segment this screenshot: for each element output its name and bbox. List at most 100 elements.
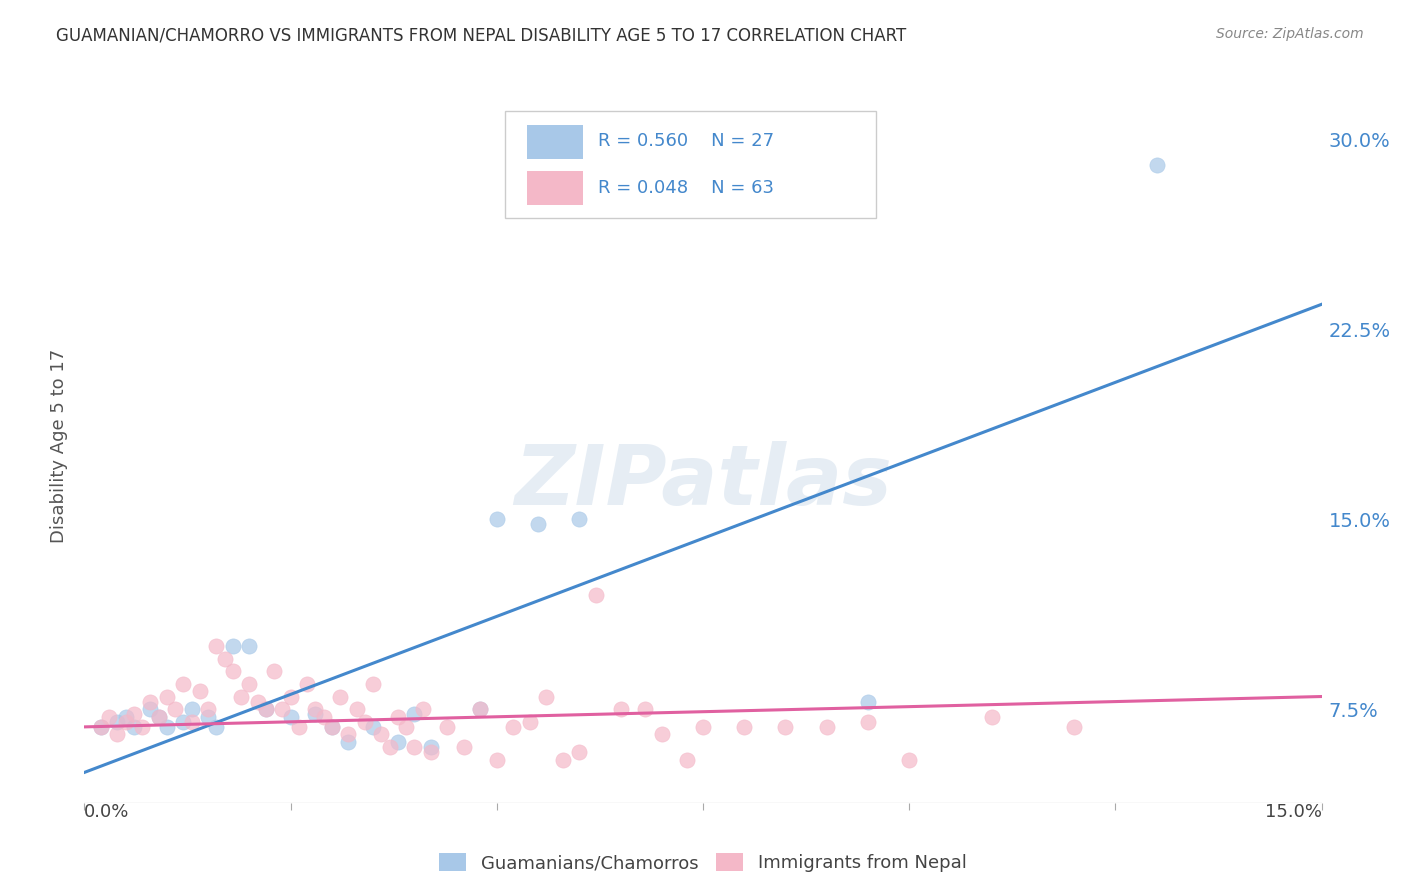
- Point: [98, 710, 121, 724]
- Point: [485, 753, 508, 767]
- Point: [156, 690, 179, 704]
- Point: [238, 677, 260, 691]
- Point: [412, 702, 434, 716]
- Point: [139, 695, 162, 709]
- Text: 0.0%: 0.0%: [84, 803, 129, 821]
- Point: [337, 727, 360, 741]
- Point: [263, 664, 285, 678]
- Point: [453, 740, 475, 755]
- Point: [387, 710, 409, 724]
- Point: [387, 735, 409, 749]
- Point: [222, 639, 245, 653]
- Point: [856, 714, 879, 729]
- Point: [229, 690, 252, 704]
- Point: [337, 735, 360, 749]
- Point: [288, 720, 311, 734]
- Point: [419, 745, 441, 759]
- Point: [378, 740, 401, 755]
- Point: [254, 702, 277, 716]
- Point: [114, 714, 136, 729]
- Point: [172, 677, 194, 691]
- Point: [733, 720, 755, 734]
- Point: [692, 720, 714, 734]
- Point: [370, 727, 392, 741]
- Point: [361, 720, 384, 734]
- Point: [312, 710, 335, 724]
- Point: [180, 714, 202, 729]
- Point: [280, 690, 302, 704]
- Legend: Guamanians/Chamorros, Immigrants from Nepal: Guamanians/Chamorros, Immigrants from Ne…: [432, 846, 974, 880]
- Point: [609, 702, 631, 716]
- Point: [280, 710, 302, 724]
- Point: [122, 707, 145, 722]
- Point: [527, 517, 550, 532]
- Point: [139, 702, 162, 716]
- Point: [222, 664, 245, 678]
- Point: [536, 690, 558, 704]
- Point: [361, 677, 384, 691]
- Text: GUAMANIAN/CHAMORRO VS IMMIGRANTS FROM NEPAL DISABILITY AGE 5 TO 17 CORRELATION C: GUAMANIAN/CHAMORRO VS IMMIGRANTS FROM NE…: [56, 27, 907, 45]
- Point: [1063, 720, 1085, 734]
- Point: [485, 512, 508, 526]
- Point: [148, 710, 170, 724]
- Point: [404, 707, 426, 722]
- Point: [568, 512, 591, 526]
- Point: [105, 714, 128, 729]
- Point: [197, 702, 219, 716]
- Text: R = 0.048    N = 63: R = 0.048 N = 63: [598, 178, 773, 196]
- Bar: [527, 125, 583, 159]
- Point: [775, 720, 797, 734]
- Point: [585, 588, 607, 602]
- Text: 15.0%: 15.0%: [1264, 803, 1322, 821]
- Point: [122, 720, 145, 734]
- Point: [271, 702, 294, 716]
- Point: [519, 714, 541, 729]
- Point: [568, 745, 591, 759]
- Point: [1146, 158, 1168, 172]
- Point: [321, 720, 343, 734]
- Point: [105, 727, 128, 741]
- Point: [419, 740, 441, 755]
- Point: [165, 702, 187, 716]
- Bar: [527, 170, 583, 205]
- Text: ZIPatlas: ZIPatlas: [515, 442, 891, 522]
- Point: [90, 720, 112, 734]
- Point: [148, 710, 170, 724]
- Point: [304, 707, 326, 722]
- Point: [329, 690, 352, 704]
- Point: [470, 702, 492, 716]
- Point: [436, 720, 458, 734]
- Point: [172, 714, 194, 729]
- Text: R = 0.560    N = 27: R = 0.560 N = 27: [598, 132, 773, 150]
- Point: [470, 702, 492, 716]
- Point: [238, 639, 260, 653]
- Point: [551, 753, 574, 767]
- Point: [114, 710, 136, 724]
- Point: [346, 702, 368, 716]
- Point: [205, 639, 228, 653]
- Point: [180, 702, 202, 716]
- Point: [675, 753, 697, 767]
- Point: [214, 651, 236, 665]
- Point: [321, 720, 343, 734]
- Text: Source: ZipAtlas.com: Source: ZipAtlas.com: [1216, 27, 1364, 41]
- Point: [295, 677, 318, 691]
- Point: [131, 720, 153, 734]
- FancyBboxPatch shape: [505, 111, 876, 218]
- Point: [395, 720, 418, 734]
- Point: [980, 710, 1002, 724]
- Point: [205, 720, 228, 734]
- Point: [197, 710, 219, 724]
- Point: [90, 720, 112, 734]
- Point: [404, 740, 426, 755]
- Point: [651, 727, 673, 741]
- Point: [898, 753, 921, 767]
- Point: [634, 702, 657, 716]
- Point: [304, 702, 326, 716]
- Point: [188, 684, 211, 698]
- Y-axis label: Disability Age 5 to 17: Disability Age 5 to 17: [49, 349, 67, 543]
- Point: [156, 720, 179, 734]
- Point: [254, 702, 277, 716]
- Point: [502, 720, 524, 734]
- Point: [815, 720, 838, 734]
